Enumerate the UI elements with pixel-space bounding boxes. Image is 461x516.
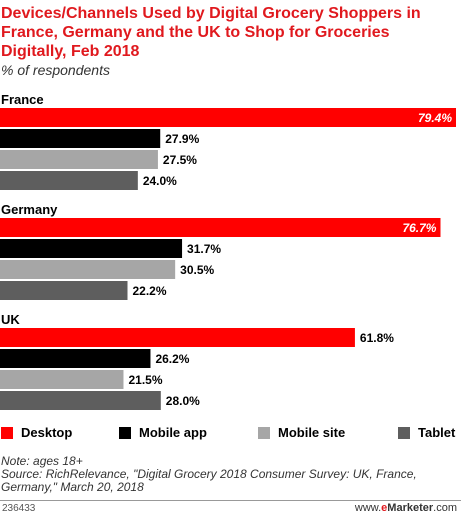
chart-note: Note: ages 18+ Source: RichRelevance, "D… — [1, 455, 456, 494]
legend-swatch-desktop — [1, 426, 13, 439]
bar-uk-tablet — [0, 391, 161, 410]
value-label-uk-tablet: 28.0% — [166, 394, 200, 408]
bar-germany-desktop — [0, 218, 441, 237]
bar-france-tablet — [0, 171, 138, 190]
source-text: Source: RichRelevance, "Digital Grocery … — [1, 467, 417, 494]
value-label-germany-tablet: 22.2% — [132, 284, 166, 298]
bar-france-desktop — [0, 108, 456, 127]
bar-germany-mobile-site — [0, 260, 176, 279]
value-label-germany-mobile-app: 31.7% — [187, 242, 221, 256]
chart-title: Devices/Channels Used by Digital Grocery… — [1, 5, 421, 60]
value-label-uk-desktop: 61.8% — [360, 331, 394, 345]
brand-prefix: www. — [354, 502, 382, 514]
bar-germany-mobile-app — [0, 239, 183, 258]
value-label-germany-mobile-site: 30.5% — [180, 263, 214, 277]
emarketer-logo[interactable]: www.eMarketer.com — [355, 502, 457, 514]
chart-legend: Desktop Mobile app Mobile site Tablet — [0, 425, 461, 441]
legend-swatch-mobile-site — [258, 426, 270, 439]
value-label-france-mobile-site: 27.5% — [163, 153, 197, 167]
legend-item-mobile-app: Mobile app — [119, 425, 207, 440]
bar-chart: France 79.4% 27.9% 27.5% 24.0% Germany 76.7% 31… — [0, 92, 456, 410]
group-label-uk: UK — [1, 312, 20, 327]
legend-item-desktop: Desktop — [1, 425, 72, 440]
bar-france-mobile-site — [0, 150, 158, 169]
bar-germany-tablet — [0, 281, 128, 300]
bar-france-mobile-app — [0, 129, 161, 148]
legend-item-mobile-site: Mobile site — [258, 425, 345, 440]
legend-swatch-tablet — [398, 426, 410, 439]
value-label-uk-mobile-site: 21.5% — [128, 373, 162, 387]
value-label-france-desktop: 79.4% — [418, 111, 452, 125]
footer-divider — [0, 500, 461, 501]
chart-id: 236433 — [2, 503, 36, 514]
legend-label-desktop: Desktop — [21, 425, 73, 440]
note-text: Note: ages 18+ — [1, 454, 83, 468]
value-label-uk-mobile-app: 26.2% — [155, 352, 189, 366]
legend-item-tablet: Tablet — [398, 425, 455, 440]
value-label-france-tablet: 24.0% — [143, 174, 177, 188]
bar-uk-mobile-app — [0, 349, 151, 368]
legend-label-mobile-site: Mobile site — [278, 425, 346, 440]
value-label-france-mobile-app: 27.9% — [165, 132, 199, 146]
legend-label-mobile-app: Mobile app — [139, 425, 207, 440]
legend-label-tablet: Tablet — [418, 425, 456, 440]
brand-suffix: .com — [433, 502, 457, 514]
group-label-france: France — [1, 92, 44, 107]
group-label-germany: Germany — [1, 202, 58, 217]
bar-uk-desktop — [0, 328, 355, 347]
brand-name: Marketer — [387, 502, 434, 514]
chart-subtitle: % of respondents — [1, 62, 110, 78]
brand-e: e — [381, 502, 388, 514]
legend-swatch-mobile-app — [119, 426, 131, 439]
bar-uk-mobile-site — [0, 370, 124, 389]
value-label-germany-desktop: 76.7% — [402, 221, 436, 235]
